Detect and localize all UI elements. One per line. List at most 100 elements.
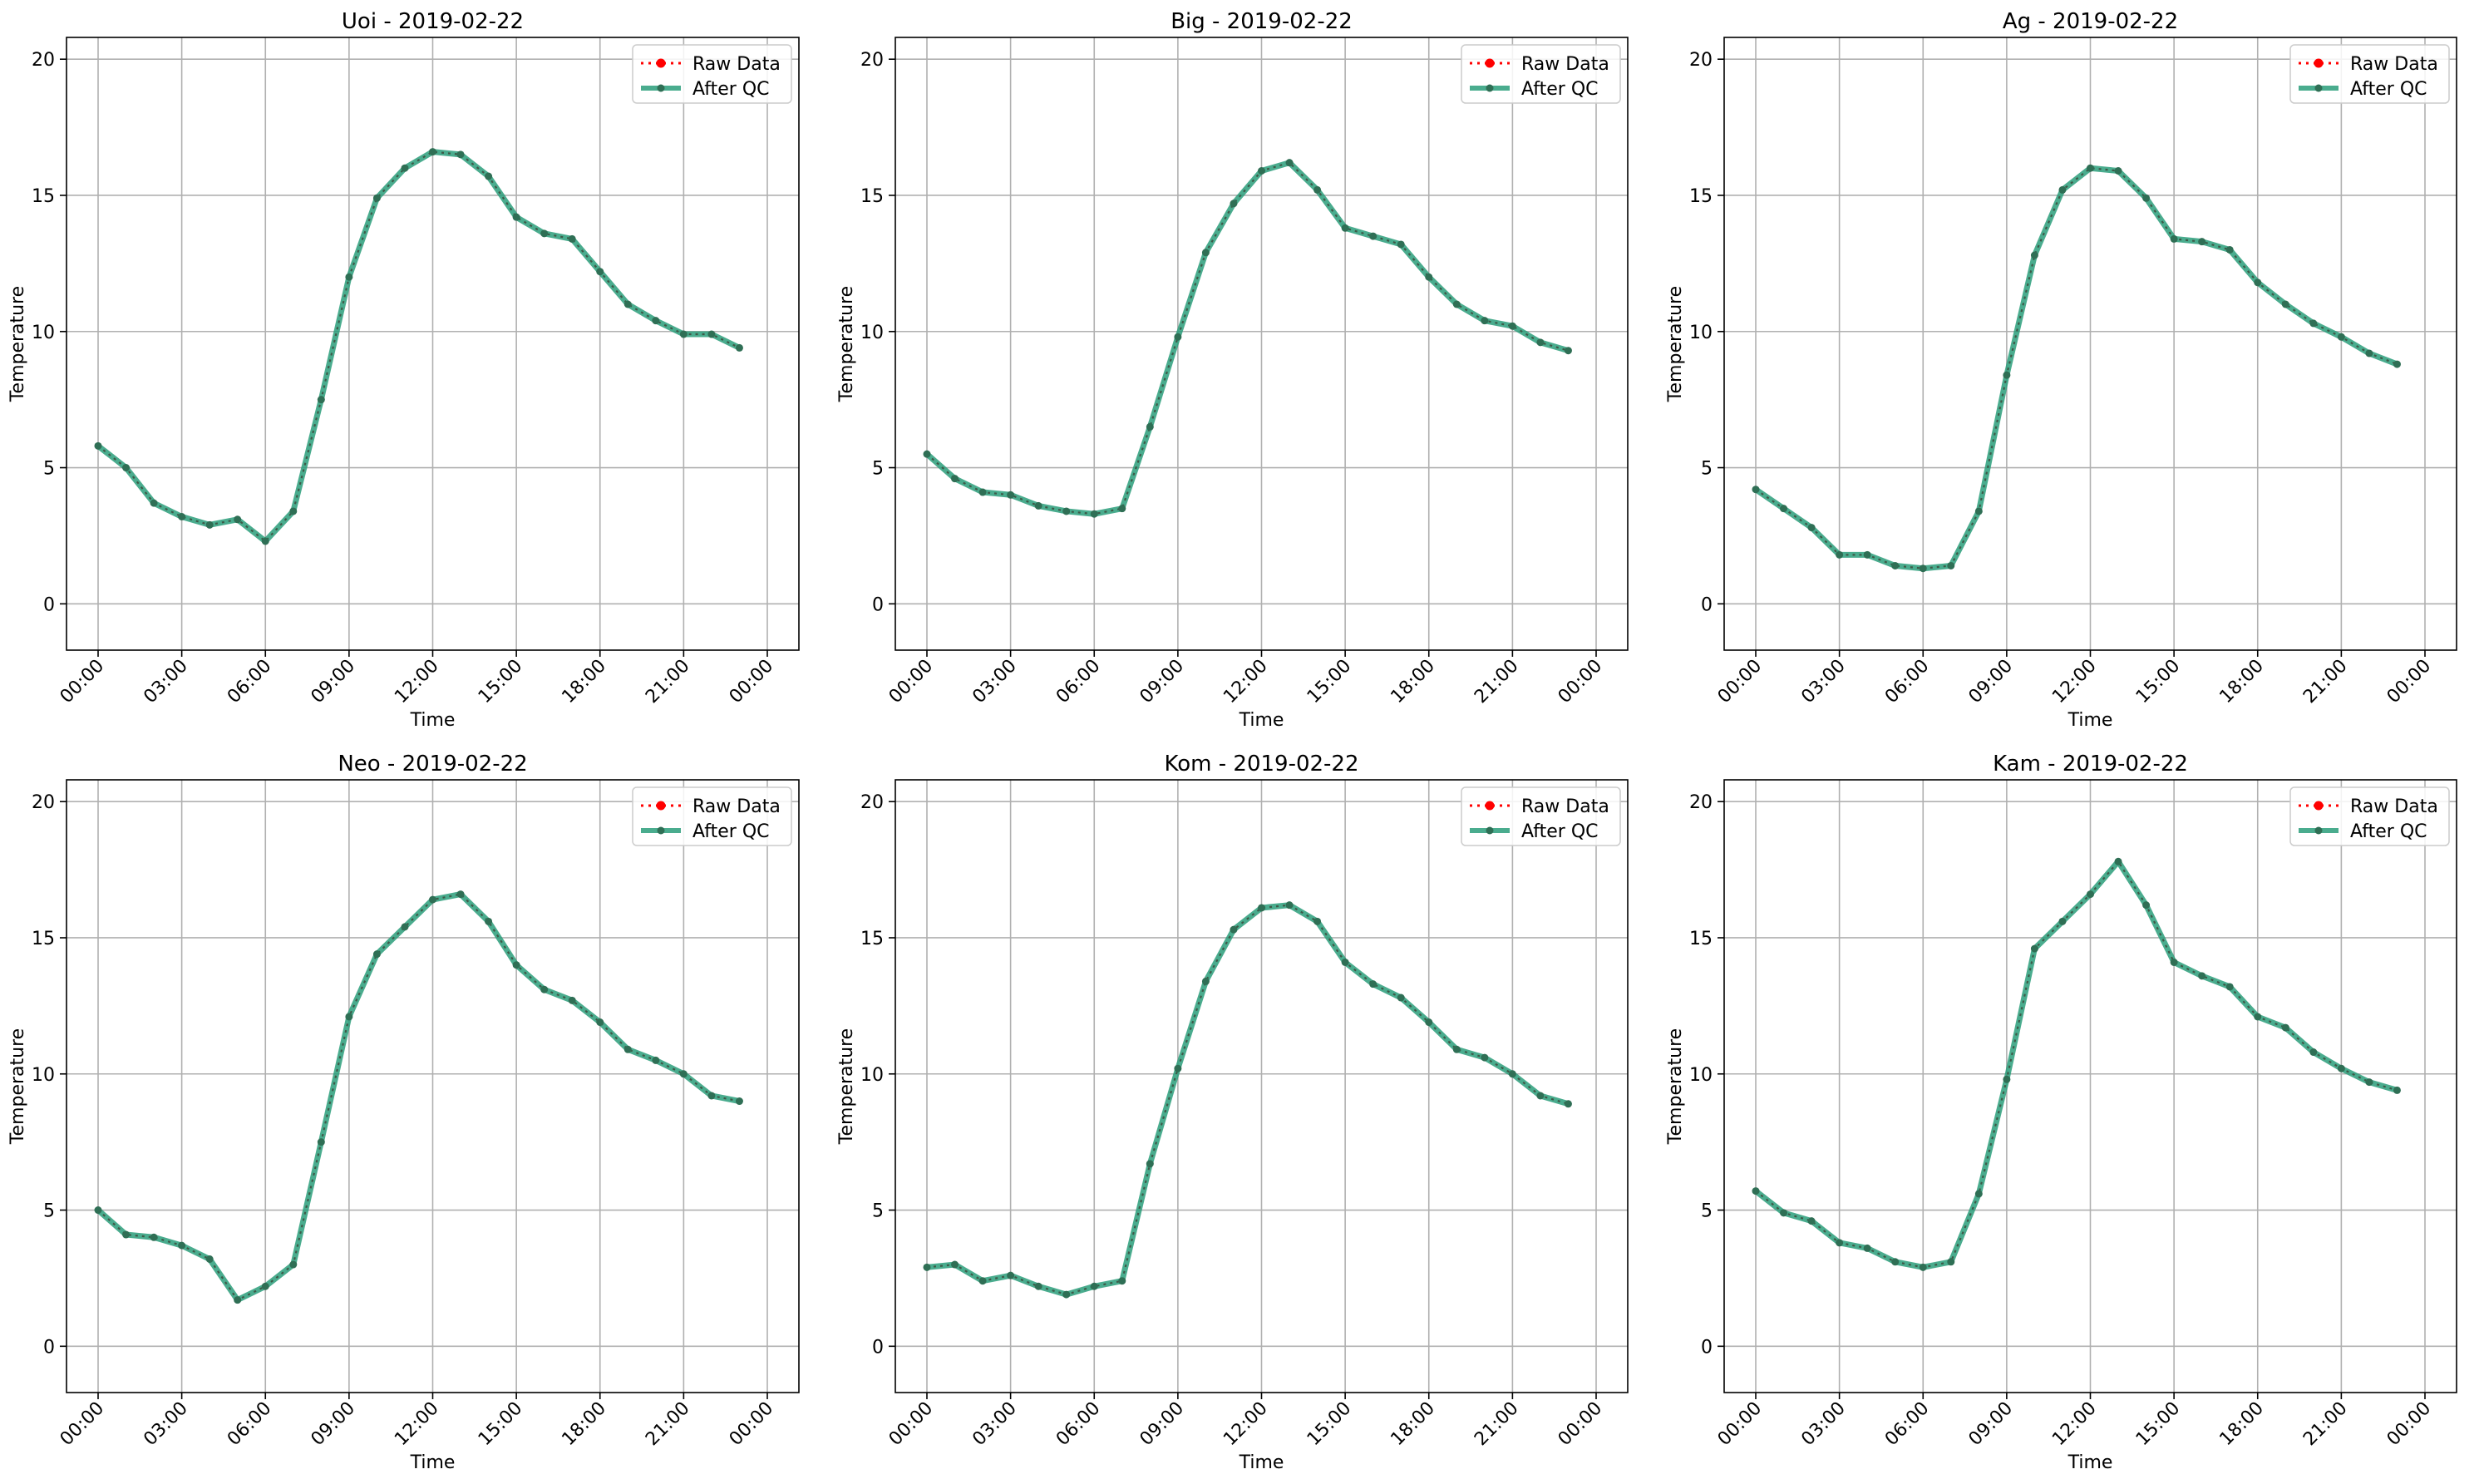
data-point [1285, 901, 1294, 910]
y-tick-label: 0 [43, 594, 55, 615]
data-point [679, 330, 688, 338]
data-point [401, 923, 409, 931]
y-tick-label: 5 [1701, 459, 1713, 480]
data-point [1863, 1244, 1871, 1252]
data-point [2225, 245, 2234, 254]
chart-panel-5: 0 5 10 15 20 00:00 03:00 06:00 09:00 12:00 15:00 18… [836, 752, 1629, 1473]
x-tick-label: 21:00 [2299, 1398, 2352, 1451]
x-tick-label: 06:00 [1052, 656, 1105, 708]
legend: Raw Data After QC [632, 786, 792, 846]
data-point [951, 475, 959, 483]
data-point [2281, 1023, 2289, 1032]
series-line-raw-data [97, 893, 740, 1302]
y-tick-label: 15 [860, 186, 884, 207]
data-point [596, 268, 604, 276]
y-tick-label: 20 [860, 792, 884, 813]
data-point [2087, 890, 2094, 899]
y-tick-label: 10 [32, 1065, 55, 1086]
x-tick-label: 18:00 [1387, 1398, 1439, 1451]
legend-label-raw: Raw Data [1521, 54, 1609, 75]
x-tick-label: 03:00 [140, 1398, 192, 1451]
chart-panel-2: 0 5 10 15 20 00:00 03:00 06:00 09:00 12:00 15:00 18… [836, 9, 1629, 731]
x-tick-label: 00:00 [726, 656, 778, 708]
legend-marker-qc [2314, 826, 2323, 835]
data-point [978, 1277, 987, 1285]
chart-title: Kom - 2019-02-22 [1165, 752, 1359, 777]
data-point [289, 507, 298, 515]
x-tick-label: 15:00 [1304, 656, 1356, 708]
x-tick-label: 21:00 [642, 1398, 694, 1451]
chart-panel-6: 0 5 10 15 20 00:00 03:00 06:00 09:00 12:00 15:00 18… [1665, 752, 2457, 1473]
legend-marker-qc [657, 826, 665, 835]
x-tick-label: 06:00 [1052, 1398, 1105, 1451]
x-tick-label: 15:00 [1304, 1398, 1356, 1451]
x-tick-label: 03:00 [140, 656, 192, 708]
x-axis-label: Time [2067, 710, 2113, 731]
data-point [1034, 501, 1042, 510]
chart-panel-3: 0 5 10 15 20 00:00 03:00 06:00 09:00 12:00 15:00 18… [1665, 9, 2457, 731]
data-point [317, 1138, 325, 1146]
legend-marker-qc [2314, 84, 2323, 92]
data-point [923, 450, 931, 458]
data-point [1174, 1064, 1182, 1072]
y-tick-label: 15 [32, 186, 55, 207]
legend: Raw Data After QC [1461, 786, 1621, 846]
legend-marker-raw [656, 58, 666, 68]
series-line-raw-data [1755, 167, 2398, 569]
x-tick-label: 09:00 [1965, 1398, 2018, 1451]
data-point [2254, 1013, 2262, 1021]
data-point [1836, 1239, 1844, 1247]
data-point [951, 1260, 959, 1269]
data-point [596, 1018, 604, 1027]
data-point [1146, 422, 1154, 431]
x-tick-label: 00:00 [2383, 1398, 2436, 1451]
data-point [1397, 993, 1405, 1002]
y-tick-label: 0 [1701, 594, 1713, 615]
data-point [205, 520, 214, 529]
x-tick-label: 06:00 [224, 1398, 276, 1451]
data-point [1230, 200, 1238, 208]
data-point [429, 895, 436, 904]
y-tick-label: 10 [860, 323, 884, 343]
data-point [2309, 319, 2318, 328]
chart-panel-1: 0 5 10 15 20 00:00 03:00 06:00 09:00 12:00 15:00 18… [7, 9, 800, 731]
data-point [178, 1241, 186, 1250]
legend-marker-qc [1486, 826, 1494, 835]
x-tick-label: 12:00 [391, 1398, 443, 1451]
data-point [1564, 347, 1572, 355]
data-point [1508, 1070, 1516, 1078]
data-point [372, 194, 381, 202]
data-point [345, 273, 353, 281]
x-axis-label: Time [410, 710, 456, 731]
x-tick-label: 18:00 [558, 1398, 610, 1451]
data-point [1752, 1187, 1760, 1196]
data-point [2198, 238, 2206, 246]
y-tick-label: 0 [872, 594, 884, 615]
data-point [2142, 901, 2151, 910]
data-point [1062, 507, 1071, 515]
data-point [568, 234, 576, 243]
data-point [707, 1092, 716, 1100]
data-point [485, 917, 493, 925]
data-point [178, 512, 186, 520]
data-point [317, 396, 325, 404]
y-tick-label: 10 [1689, 1065, 1713, 1086]
data-point [1919, 565, 1927, 573]
data-point [372, 950, 381, 959]
y-axis-label: Temperature [836, 286, 857, 402]
x-tick-label: 06:00 [1881, 1398, 1934, 1451]
y-tick-label: 10 [1689, 323, 1713, 343]
data-point [652, 1056, 660, 1064]
data-point [1007, 1271, 1015, 1279]
chart-title: Uoi - 2019-02-22 [342, 9, 524, 34]
grid [1724, 780, 2457, 1393]
y-tick-label: 20 [1689, 50, 1713, 71]
data-point [1807, 1217, 1816, 1225]
y-tick-label: 10 [860, 1065, 884, 1086]
data-point [735, 343, 743, 352]
y-tick-label: 20 [32, 50, 55, 71]
data-point [94, 441, 102, 450]
legend: Raw Data After QC [2289, 786, 2450, 846]
